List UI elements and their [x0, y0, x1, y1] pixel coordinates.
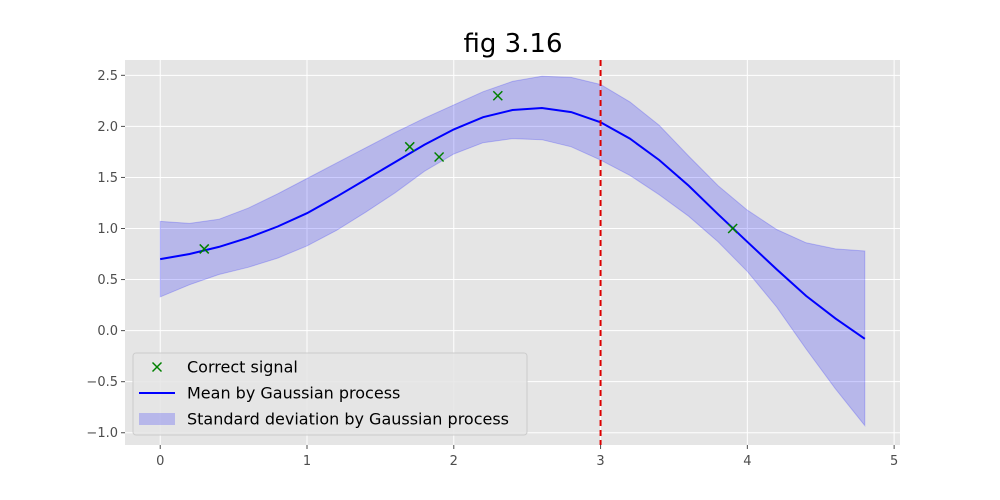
x-tick-label: 4 [743, 454, 751, 469]
x-tick-label: 0 [156, 454, 164, 469]
x-tick-label: 5 [890, 454, 898, 469]
chart-title: fig 3.16 [463, 29, 562, 59]
y-tick-label: 0.0 [97, 324, 118, 339]
scatter-point-stroke [199, 243, 210, 254]
tick-labels: 0 1 2 3 4 5 −1.0 −0.5 0.0 0.5 1.0 1.5 2.0 2.5 [86, 69, 898, 469]
y-tick-label: 1.5 [97, 171, 118, 186]
y-tick-label: 2.5 [97, 69, 118, 84]
legend-label: Correct signal [187, 358, 298, 377]
legend-box [132, 352, 528, 436]
y-tick-label: 2.0 [97, 120, 118, 135]
mean-line [160, 106, 866, 340]
scatter-point-stroke [404, 141, 415, 152]
scatter-point [199, 243, 210, 254]
y-tick-label: 1.0 [97, 222, 118, 237]
mean-line-layer [160, 106, 866, 340]
std-band [159, 75, 866, 428]
legend-marker-scatter [151, 361, 163, 373]
x-tick-label: 2 [450, 454, 458, 469]
scatter-point-stroke [492, 90, 503, 101]
x-tick-label: 1 [303, 454, 311, 469]
scatter-point [727, 223, 738, 234]
legend-label: Standard deviation by Gaussian process [187, 410, 509, 429]
legend-label: Mean by Gaussian process [187, 384, 400, 403]
scatter-point-stroke [727, 223, 738, 234]
legend: Correct signal Mean by Gaussian process St… [132, 352, 528, 436]
y-tick-label: −0.5 [86, 375, 118, 390]
y-tick-label: −1.0 [86, 426, 118, 441]
y-tick-label: 0.5 [97, 273, 118, 288]
scatter-layer [199, 90, 738, 254]
x-tick-label: 3 [596, 454, 604, 469]
scatter-point-stroke [434, 151, 445, 163]
std-band-layer [159, 75, 866, 428]
scatter-point [492, 90, 503, 101]
scatter-point [434, 151, 445, 163]
scatter-point [404, 141, 415, 152]
legend-marker-band [139, 413, 175, 425]
